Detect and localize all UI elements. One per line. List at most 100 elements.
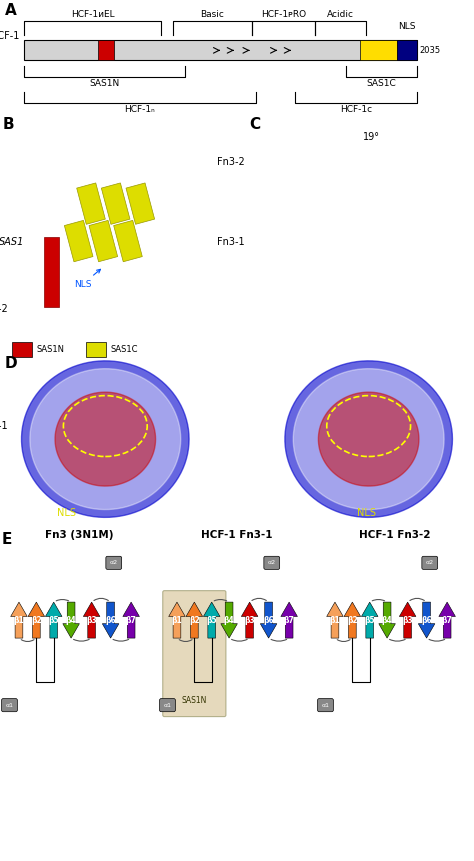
Polygon shape [55, 392, 155, 486]
Text: SAS1C: SAS1C [111, 344, 138, 354]
Polygon shape [361, 602, 378, 638]
Polygon shape [319, 392, 419, 486]
Text: α1: α1 [164, 703, 172, 708]
Polygon shape [203, 602, 220, 638]
Text: HCF-1ᴄ: HCF-1ᴄ [340, 105, 372, 115]
Polygon shape [327, 602, 343, 638]
Polygon shape [439, 602, 456, 638]
Text: HCF-1 Fn3-2: HCF-1 Fn3-2 [359, 530, 431, 540]
FancyBboxPatch shape [422, 556, 438, 569]
Polygon shape [102, 602, 119, 638]
Text: α1: α1 [6, 703, 13, 708]
Text: 19°: 19° [363, 132, 380, 142]
Text: β2: β2 [31, 616, 42, 624]
Text: SAS1C: SAS1C [367, 79, 397, 89]
Text: β6: β6 [263, 616, 274, 624]
Text: D: D [5, 356, 18, 371]
Text: β1: β1 [14, 616, 24, 624]
FancyBboxPatch shape [106, 556, 122, 569]
Text: SAS1N: SAS1N [89, 79, 119, 89]
Polygon shape [28, 602, 45, 638]
Text: HCF-1 Fn3-1: HCF-1 Fn3-1 [201, 530, 273, 540]
Bar [126, 183, 155, 225]
Polygon shape [63, 602, 80, 638]
Text: HCF-1ᴎEL: HCF-1ᴎEL [71, 10, 114, 19]
Text: SAS1N: SAS1N [182, 697, 207, 705]
Text: HCF-1ₙ: HCF-1ₙ [124, 105, 155, 115]
Text: β6: β6 [421, 616, 432, 624]
Text: β2: β2 [347, 616, 358, 624]
Text: β2: β2 [189, 616, 200, 624]
Polygon shape [241, 602, 258, 638]
Text: β7: β7 [284, 616, 294, 624]
FancyBboxPatch shape [1, 698, 18, 712]
FancyBboxPatch shape [160, 698, 175, 712]
Text: β3: β3 [86, 616, 97, 624]
Text: β4: β4 [224, 616, 235, 624]
Text: SAS1: SAS1 [0, 237, 25, 247]
Text: β6: β6 [105, 616, 116, 624]
Polygon shape [21, 361, 189, 517]
Text: A: A [5, 3, 17, 18]
Polygon shape [10, 602, 27, 638]
Polygon shape [123, 602, 139, 638]
Text: NLS: NLS [57, 508, 76, 518]
Text: β7: β7 [126, 616, 137, 624]
Text: β5: β5 [48, 616, 59, 624]
Text: α2: α2 [109, 561, 118, 566]
Polygon shape [285, 361, 453, 517]
Text: Acidic: Acidic [327, 10, 354, 19]
Polygon shape [221, 602, 237, 638]
Text: 2035: 2035 [419, 46, 441, 55]
Text: α1: α1 [321, 703, 329, 708]
Polygon shape [30, 369, 181, 510]
Text: NLS: NLS [357, 508, 376, 518]
Text: β3: β3 [244, 616, 255, 624]
Polygon shape [293, 369, 444, 510]
Polygon shape [281, 602, 298, 638]
Text: Fn3-2: Fn3-2 [0, 304, 8, 313]
Polygon shape [186, 602, 202, 638]
Polygon shape [379, 602, 395, 638]
Bar [24, 40, 417, 60]
Bar [12, 342, 32, 356]
Bar [45, 237, 59, 307]
Bar [101, 183, 130, 225]
FancyBboxPatch shape [318, 698, 333, 712]
Polygon shape [169, 602, 185, 638]
Text: α2: α2 [426, 561, 434, 566]
Text: β5: β5 [365, 616, 375, 624]
Text: β4: β4 [382, 616, 392, 624]
Bar [114, 220, 142, 262]
Text: HCF-1ᴘRO: HCF-1ᴘRO [261, 10, 306, 19]
FancyBboxPatch shape [163, 591, 226, 716]
Text: Fn3-1: Fn3-1 [217, 237, 245, 247]
Bar [89, 220, 118, 262]
Polygon shape [418, 602, 435, 638]
Bar [360, 40, 397, 60]
Polygon shape [399, 602, 416, 638]
Text: Fn3-2: Fn3-2 [217, 157, 245, 167]
Text: β5: β5 [206, 616, 217, 624]
Text: β1: β1 [329, 616, 340, 624]
Text: SAS1N: SAS1N [37, 344, 65, 354]
Polygon shape [46, 602, 62, 638]
Text: C: C [249, 117, 260, 132]
Text: β3: β3 [402, 616, 413, 624]
Text: β4: β4 [66, 616, 76, 624]
Bar [397, 40, 417, 60]
Text: β7: β7 [442, 616, 453, 624]
Polygon shape [344, 602, 361, 638]
Polygon shape [260, 602, 277, 638]
Text: B: B [2, 117, 14, 132]
Bar [99, 40, 114, 60]
Text: α2: α2 [268, 561, 276, 566]
Bar [77, 183, 105, 225]
FancyBboxPatch shape [264, 556, 280, 569]
Text: HCF-1: HCF-1 [0, 31, 19, 40]
Text: Fn3 (3N1M): Fn3 (3N1M) [45, 530, 113, 540]
Text: Fn3-1: Fn3-1 [0, 421, 7, 431]
Text: E: E [1, 532, 12, 547]
Bar [86, 342, 106, 356]
Text: β1: β1 [172, 616, 182, 624]
